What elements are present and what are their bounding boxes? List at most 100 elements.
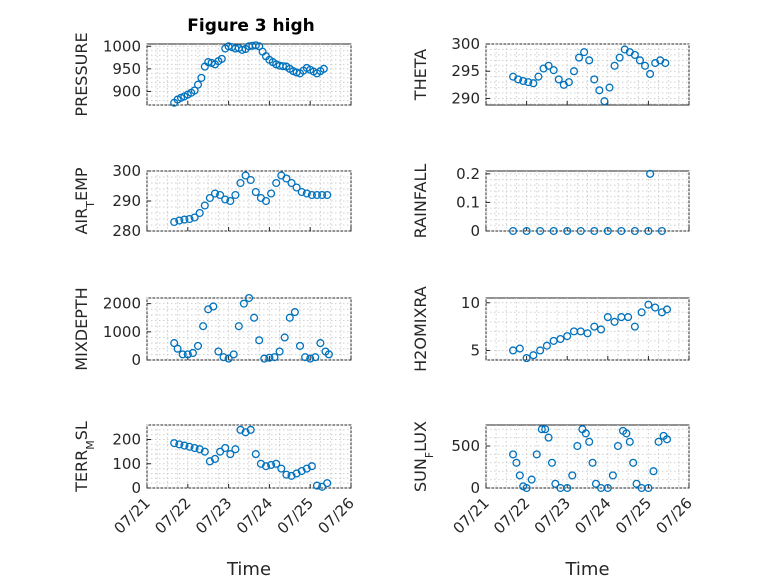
- y-tick-label: 0: [131, 479, 141, 497]
- y-tick-label: 950: [112, 60, 141, 78]
- y-tick-label: 900: [112, 82, 141, 100]
- data-point: [585, 437, 594, 446]
- x-tick-label: 07/24: [233, 494, 276, 537]
- y-axis-label: SUNFLUX: [411, 421, 436, 492]
- data-point: [573, 441, 582, 451]
- data-point: [580, 48, 589, 57]
- data-point: [515, 344, 524, 353]
- figure-title: Figure 3 high: [187, 16, 315, 36]
- panel-air_temp: 280 290 300 AIRTEMP: [72, 162, 352, 240]
- data-point: [224, 354, 233, 363]
- y-axis-label: TERRMSL: [72, 421, 97, 493]
- data-point: [600, 97, 609, 106]
- data-point: [185, 214, 194, 224]
- data-point: [170, 217, 179, 227]
- data-point: [613, 441, 622, 451]
- data-point: [195, 208, 204, 218]
- data-point: [547, 458, 557, 467]
- data-point: [190, 213, 199, 222]
- y-tick-label: 0.2: [456, 165, 480, 183]
- data-point: [644, 300, 653, 309]
- data-point: [204, 58, 213, 67]
- data-point: [581, 429, 590, 438]
- x-tick-label: 07/23: [531, 494, 574, 537]
- data-point: [209, 302, 218, 311]
- data-point: [210, 454, 220, 463]
- data-point: [519, 76, 528, 86]
- data-point: [534, 72, 543, 81]
- data-point: [217, 54, 226, 63]
- data-point: [229, 350, 238, 359]
- grid: [485, 298, 690, 361]
- data-point: [178, 350, 187, 359]
- data-point: [234, 322, 243, 331]
- y-axis-label: PRESSURE: [72, 32, 91, 116]
- data-point: [524, 78, 533, 87]
- axes-box: [485, 170, 690, 232]
- data-point: [532, 450, 541, 459]
- data-point: [312, 481, 322, 490]
- data-point: [312, 190, 322, 200]
- panel-rainfall: 0 0.1 0.2 RAINFALL: [411, 164, 690, 240]
- series-points: [509, 169, 666, 236]
- data-point: [605, 83, 614, 92]
- data-point: [661, 59, 670, 68]
- data-point: [596, 325, 606, 334]
- panel-theta: 290 295 300 THETA: [411, 35, 690, 107]
- y-tick-label: 0: [131, 351, 141, 369]
- data-point: [272, 459, 281, 468]
- data-point: [323, 190, 332, 200]
- data-point: [654, 437, 663, 446]
- y-axis-label: AIRTEMP: [72, 167, 97, 234]
- data-point: [251, 450, 260, 459]
- data-point: [615, 53, 624, 62]
- data-point: [662, 305, 672, 314]
- data-point: [610, 317, 619, 326]
- y-tick-label: 290: [451, 89, 480, 107]
- data-point: [185, 442, 194, 451]
- data-point: [574, 53, 584, 62]
- data-point: [302, 189, 311, 198]
- series-points: [509, 425, 672, 493]
- grid: [485, 171, 690, 232]
- data-point: [603, 313, 612, 322]
- data-point: [576, 226, 585, 236]
- data-point: [630, 322, 639, 331]
- data-point: [297, 187, 306, 197]
- data-point: [188, 348, 197, 358]
- x-tick-label: 07/25: [274, 494, 317, 537]
- data-point: [542, 341, 551, 350]
- y-tick-label: 5: [470, 341, 480, 359]
- y-axis-label: THETA: [411, 49, 430, 101]
- panel-mixdepth: 0 1000 2000 MIXDEPTH: [72, 287, 352, 371]
- data-point: [193, 341, 203, 350]
- data-point: [307, 190, 316, 200]
- series-points: [509, 300, 672, 363]
- data-point: [624, 313, 633, 322]
- data-point: [603, 226, 612, 236]
- data-point: [219, 353, 228, 362]
- data-point: [277, 464, 286, 473]
- data-point: [226, 450, 235, 459]
- y-tick-label: 0: [470, 222, 480, 240]
- data-point: [512, 458, 521, 467]
- data-point: [250, 313, 259, 322]
- data-point: [319, 64, 328, 73]
- series-points: [170, 171, 332, 227]
- data-point: [210, 189, 220, 198]
- data-point: [251, 41, 260, 50]
- data-point: [183, 350, 192, 359]
- data-point: [197, 73, 206, 82]
- data-point: [617, 226, 626, 236]
- data-point: [583, 329, 592, 338]
- y-tick-label: 500: [451, 437, 480, 455]
- data-point: [536, 346, 545, 355]
- series-points: [170, 425, 332, 491]
- data-point: [272, 178, 281, 188]
- data-point: [644, 483, 653, 493]
- data-point: [610, 61, 619, 70]
- data-point: [246, 175, 255, 185]
- data-point: [231, 445, 240, 454]
- data-point: [529, 79, 538, 88]
- data-point: [635, 56, 644, 65]
